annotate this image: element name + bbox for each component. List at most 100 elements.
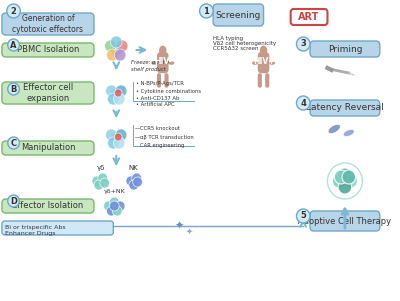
Text: Generation of
cytotoxic effectors: Generation of cytotoxic effectors [12, 14, 84, 34]
FancyBboxPatch shape [310, 211, 380, 231]
FancyBboxPatch shape [2, 13, 94, 35]
Circle shape [8, 83, 19, 95]
FancyBboxPatch shape [2, 43, 94, 57]
Circle shape [132, 173, 142, 183]
Circle shape [133, 177, 142, 187]
FancyBboxPatch shape [269, 61, 275, 65]
Circle shape [114, 89, 122, 97]
Text: Effector cell
expansion: Effector cell expansion [23, 82, 73, 104]
Circle shape [110, 132, 122, 144]
Text: PBMC Isolation: PBMC Isolation [17, 45, 79, 54]
Circle shape [8, 39, 19, 51]
FancyBboxPatch shape [310, 100, 380, 116]
Circle shape [108, 137, 119, 149]
Text: NK: NK [129, 165, 138, 171]
Circle shape [344, 174, 358, 188]
Circle shape [126, 176, 136, 186]
Circle shape [296, 209, 310, 223]
Text: CCR5 knockout: CCR5 knockout [140, 126, 180, 131]
Text: Effector Isolation: Effector Isolation [12, 201, 84, 210]
Circle shape [114, 49, 126, 61]
Circle shape [129, 180, 138, 190]
Text: CAR engineering: CAR engineering [140, 144, 185, 148]
Circle shape [100, 178, 110, 188]
Text: ✦: ✦ [186, 226, 192, 235]
Circle shape [94, 180, 104, 190]
Text: γδ+NK: γδ+NK [104, 189, 125, 194]
Circle shape [112, 206, 122, 216]
Text: Vδ2 cell heterogenicity: Vδ2 cell heterogenicity [213, 41, 276, 46]
FancyBboxPatch shape [2, 82, 94, 104]
Text: • Cytokine combinations: • Cytokine combinations [136, 88, 201, 94]
Text: Priming: Priming [328, 45, 362, 54]
Circle shape [334, 170, 348, 184]
Circle shape [338, 180, 352, 194]
Circle shape [7, 4, 20, 18]
Text: Manipulation: Manipulation [21, 144, 75, 153]
Text: 1: 1 [204, 7, 209, 15]
FancyBboxPatch shape [157, 73, 161, 88]
Circle shape [106, 206, 116, 216]
Text: Screening: Screening [216, 11, 261, 20]
Text: • Artificial APC: • Artificial APC [136, 103, 174, 107]
Text: γδ: γδ [96, 165, 105, 171]
Ellipse shape [260, 46, 267, 55]
FancyBboxPatch shape [291, 9, 328, 25]
Text: • Anti-CD137 Ab: • Anti-CD137 Ab [136, 95, 179, 101]
Text: HIV+: HIV+ [253, 57, 274, 67]
Circle shape [106, 85, 117, 97]
Circle shape [108, 93, 119, 105]
Circle shape [98, 173, 108, 183]
FancyBboxPatch shape [164, 73, 168, 88]
Circle shape [115, 201, 125, 211]
Circle shape [8, 195, 19, 207]
Circle shape [8, 137, 19, 149]
Text: • N-BPs/P-Ags/TCR: • N-BPs/P-Ags/TCR [136, 82, 184, 86]
Text: αβ TCR transduction: αβ TCR transduction [140, 135, 194, 139]
Text: Bi or trispecific Abs: Bi or trispecific Abs [5, 225, 66, 231]
Text: 2: 2 [11, 7, 16, 15]
FancyBboxPatch shape [2, 141, 94, 155]
FancyBboxPatch shape [157, 52, 168, 73]
Text: C: C [10, 138, 17, 147]
Circle shape [338, 168, 352, 182]
Circle shape [110, 44, 122, 56]
Text: ✦: ✦ [174, 221, 184, 231]
Circle shape [296, 37, 310, 51]
Ellipse shape [328, 124, 340, 134]
Text: 4: 4 [300, 98, 306, 107]
Circle shape [296, 96, 310, 110]
Ellipse shape [159, 46, 166, 55]
Circle shape [105, 40, 116, 52]
Circle shape [110, 88, 122, 100]
Text: Latency Reversal: Latency Reversal [306, 104, 384, 113]
Circle shape [115, 85, 127, 97]
Circle shape [92, 176, 102, 186]
Circle shape [106, 49, 118, 61]
Circle shape [113, 137, 125, 149]
Text: B: B [10, 85, 17, 94]
Text: CCR5Δ32 screen: CCR5Δ32 screen [213, 46, 259, 51]
FancyBboxPatch shape [258, 52, 269, 73]
FancyBboxPatch shape [252, 61, 258, 65]
Text: 3: 3 [300, 39, 306, 48]
Text: A: A [10, 41, 17, 49]
Circle shape [200, 4, 213, 18]
Circle shape [114, 133, 122, 141]
FancyBboxPatch shape [258, 73, 262, 88]
FancyBboxPatch shape [151, 61, 157, 65]
Text: Adoptive Cell Therapy: Adoptive Cell Therapy [298, 216, 392, 225]
FancyBboxPatch shape [265, 73, 269, 88]
FancyBboxPatch shape [168, 61, 174, 65]
FancyBboxPatch shape [310, 41, 380, 57]
Text: Enhancer Drugs: Enhancer Drugs [5, 231, 55, 235]
Circle shape [116, 40, 128, 52]
Circle shape [106, 129, 117, 141]
Circle shape [113, 93, 125, 105]
Text: Freeze: off-the
shelf product: Freeze: off-the shelf product [131, 61, 169, 72]
Text: D: D [10, 197, 17, 206]
Circle shape [332, 174, 346, 188]
Text: ART: ART [298, 12, 320, 22]
Text: HIV-: HIV- [154, 57, 172, 67]
Circle shape [104, 201, 113, 211]
